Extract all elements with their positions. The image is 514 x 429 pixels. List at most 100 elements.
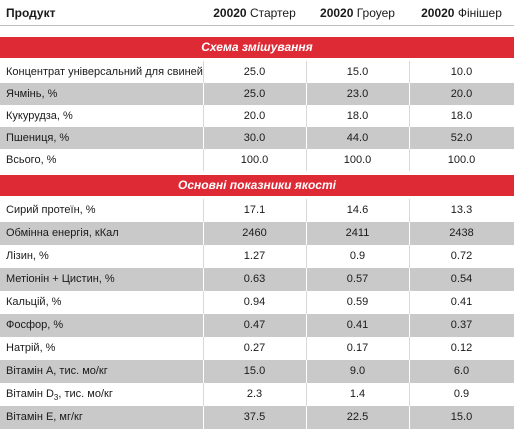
column-divider bbox=[409, 337, 410, 360]
column-divider bbox=[203, 291, 204, 314]
row-label: Кукурудза, % bbox=[6, 110, 73, 122]
column-divider bbox=[203, 83, 204, 105]
row-value-grower: 14.6 bbox=[346, 204, 369, 216]
row-value-grower: 44.0 bbox=[346, 132, 369, 144]
section-banner-mix: Схема змішування bbox=[0, 37, 514, 58]
row-label: Всього, % bbox=[6, 154, 57, 166]
column-divider bbox=[203, 199, 204, 222]
row-value-finisher: 52.0 bbox=[450, 132, 473, 144]
table-row: Вітамін D3, тис. мо/кг 2.3 1.4 0.9 bbox=[0, 383, 514, 406]
row-value-grower: 0.41 bbox=[346, 319, 369, 331]
row-value-grower: 15.0 bbox=[346, 66, 369, 78]
table-row: Лізин, % 1.27 0.9 0.72 bbox=[0, 245, 514, 268]
column-divider bbox=[409, 127, 410, 149]
row-value-finisher: 13.3 bbox=[450, 204, 473, 216]
column-divider bbox=[409, 360, 410, 383]
column-divider bbox=[409, 149, 410, 171]
column-divider bbox=[203, 222, 204, 245]
row-value-finisher: 0.9 bbox=[453, 388, 470, 400]
row-label: Вітамін D3, тис. мо/кг bbox=[0, 383, 203, 406]
table-row: Концентрат універсальний для свиней,% 25.… bbox=[0, 61, 514, 83]
row-value-starter: 25.0 bbox=[243, 88, 266, 100]
table-row: Кальцій, % 0.94 0.59 0.41 bbox=[0, 291, 514, 314]
table-row: Метіонін + Цистин, % 0.63 0.57 0.54 bbox=[0, 268, 514, 291]
row-value-starter: 25.0 bbox=[243, 66, 266, 78]
header-product: Продукт bbox=[6, 6, 56, 20]
header-col-finisher-code: 20020 bbox=[421, 6, 455, 20]
row-value-finisher: 100.0 bbox=[447, 154, 476, 166]
row-value-grower: 9.0 bbox=[349, 365, 366, 377]
header-col-grower-name: Гроуер bbox=[356, 6, 395, 20]
row-label: Сирий протеїн, % bbox=[6, 204, 96, 216]
row-value-grower: 22.5 bbox=[346, 411, 369, 423]
column-divider bbox=[306, 83, 307, 105]
column-divider bbox=[409, 314, 410, 337]
table-row: Всього, % 100.0 100.0 100.0 bbox=[0, 149, 514, 171]
header-col-starter: 20020 Стартер bbox=[203, 0, 306, 26]
row-label-text: Вітамін D bbox=[6, 388, 54, 400]
row-value-grower: 2411 bbox=[345, 227, 370, 239]
row-value-starter: 2460 bbox=[242, 227, 267, 239]
table-row: Кукурудза, % 20.0 18.0 18.0 bbox=[0, 105, 514, 127]
row-label: Пшениця, % bbox=[6, 132, 70, 144]
column-divider bbox=[203, 245, 204, 268]
row-value-grower: 18.0 bbox=[346, 110, 369, 122]
column-divider bbox=[203, 61, 204, 83]
table-header-row: Продукт 20020 Стартер 20020 Гроуер 20020… bbox=[0, 0, 514, 26]
column-divider bbox=[306, 360, 307, 383]
column-divider bbox=[203, 314, 204, 337]
row-label: Обмінна енергія, кКал bbox=[6, 227, 119, 239]
row-label-subscript: 3 bbox=[53, 393, 59, 403]
row-value-grower: 100.0 bbox=[343, 154, 372, 166]
row-value-starter: 2.3 bbox=[246, 388, 263, 400]
row-value-starter: 1.27 bbox=[243, 250, 266, 262]
table-row: Вітамін А, тис. мо/кг 15.0 9.0 6.0 bbox=[0, 360, 514, 383]
header-col-finisher: 20020 Фінішер bbox=[409, 0, 514, 26]
row-value-starter: 0.94 bbox=[243, 296, 266, 308]
row-value-grower: 0.57 bbox=[346, 273, 369, 285]
row-label: Фосфор, % bbox=[6, 319, 64, 331]
row-value-finisher: 0.54 bbox=[450, 273, 473, 285]
column-divider bbox=[203, 337, 204, 360]
column-divider bbox=[409, 105, 410, 127]
row-value-grower: 0.17 bbox=[346, 342, 369, 354]
column-divider bbox=[306, 268, 307, 291]
row-label: Концентрат універсальний для свиней,% bbox=[6, 66, 203, 78]
column-divider bbox=[203, 360, 204, 383]
row-value-finisher: 0.72 bbox=[450, 250, 473, 262]
row-value-finisher: 10.0 bbox=[450, 66, 473, 78]
row-value-starter: 15.0 bbox=[243, 365, 266, 377]
column-divider bbox=[203, 149, 204, 171]
column-divider bbox=[409, 222, 410, 245]
header-col-starter-name: Стартер bbox=[249, 6, 296, 20]
column-divider bbox=[306, 199, 307, 222]
row-value-finisher: 6.0 bbox=[453, 365, 470, 377]
row-value-finisher: 15.0 bbox=[450, 411, 473, 423]
column-divider bbox=[409, 268, 410, 291]
row-label: Лізин, % bbox=[6, 250, 49, 262]
column-divider bbox=[409, 245, 410, 268]
row-label: Вітамін А, тис. мо/кг bbox=[6, 365, 108, 377]
header-col-grower: 20020 Гроуер bbox=[306, 0, 409, 26]
row-value-grower: 0.9 bbox=[349, 250, 366, 262]
row-value-starter: 0.63 bbox=[243, 273, 266, 285]
column-divider bbox=[306, 314, 307, 337]
row-value-starter: 20.0 bbox=[243, 110, 266, 122]
row-value-finisher: 0.37 bbox=[450, 319, 473, 331]
column-divider bbox=[203, 105, 204, 127]
table-row: Фосфор, % 0.47 0.41 0.37 bbox=[0, 314, 514, 337]
row-label: Натрій, % bbox=[6, 342, 56, 354]
column-divider bbox=[409, 61, 410, 83]
row-value-finisher: 2438 bbox=[449, 227, 474, 239]
row-value-grower: 1.4 bbox=[349, 388, 366, 400]
table-row: Ячмінь, % 25.0 23.0 20.0 bbox=[0, 83, 514, 105]
column-divider bbox=[306, 245, 307, 268]
row-label-text: , тис. мо/кг bbox=[58, 388, 113, 400]
header-col-grower-code: 20020 bbox=[320, 6, 354, 20]
column-divider bbox=[306, 222, 307, 245]
row-label: Метіонін + Цистин, % bbox=[6, 273, 115, 285]
section-title-mix: Схема змішування bbox=[201, 40, 313, 54]
table-row: Вітамін Е, мг/кг 37.5 22.5 15.0 bbox=[0, 406, 514, 429]
row-value-finisher: 18.0 bbox=[450, 110, 473, 122]
row-label: Ячмінь, % bbox=[6, 88, 58, 100]
